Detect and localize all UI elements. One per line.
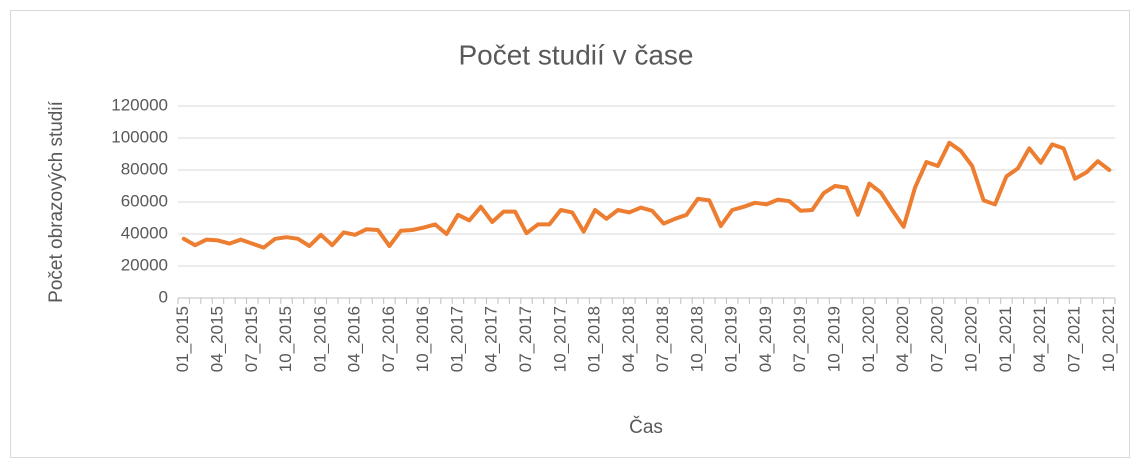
x-tick-label: 04_2019: [756, 306, 775, 372]
x-tick-label: 07_2015: [242, 306, 261, 372]
x-tick-label: 10_2017: [550, 306, 569, 372]
x-tick-label: 01_2019: [722, 306, 741, 372]
x-tick-label: 04_2021: [1030, 306, 1049, 372]
data-line: [181, 140, 1112, 250]
x-tick-label: 01_2018: [585, 306, 604, 372]
x-tick-label: 10_2021: [1099, 306, 1118, 372]
y-axis-title: Počet obrazových studií: [46, 100, 67, 302]
x-tick-label: 04_2018: [619, 306, 638, 372]
x-tick-label: 10_2020: [962, 306, 981, 372]
y-tick-label: 20000: [121, 255, 168, 274]
x-tick-label: 07_2020: [927, 306, 946, 372]
y-tick-label: 100000: [111, 127, 168, 146]
x-tick-label: 04_2017: [482, 306, 501, 372]
x-tick-label: 04_2016: [345, 306, 364, 372]
x-tick-label: 07_2021: [1064, 306, 1083, 372]
y-tick-label: 80000: [121, 159, 168, 178]
x-tick-label: 01_2017: [447, 306, 466, 372]
x-tick-label: 01_2015: [173, 306, 192, 372]
x-tick-label: 07_2019: [790, 306, 809, 372]
x-tick-label: 04_2020: [893, 306, 912, 372]
x-axis-title: Čas: [629, 416, 663, 438]
y-tick-label: 40000: [121, 223, 168, 242]
x-tick-label: 01_2020: [859, 306, 878, 372]
x-tick-label: 07_2016: [379, 306, 398, 372]
x-tick-label: 10_2016: [413, 306, 432, 372]
x-tick-label: 07_2018: [653, 306, 672, 372]
x-tick-label: 01_2021: [996, 306, 1015, 372]
x-tick-label: 01_2016: [310, 306, 329, 372]
x-tick-label: 10_2018: [687, 306, 706, 372]
y-tick-label: 0: [159, 287, 168, 306]
chart-title: Počet studií v čase: [458, 39, 693, 70]
x-tick-label: 04_2015: [207, 306, 226, 372]
y-tick-label: 60000: [121, 191, 168, 210]
x-tick-label: 10_2019: [825, 306, 844, 372]
x-tick-label: 07_2017: [516, 306, 535, 372]
y-tick-label: 120000: [111, 95, 168, 114]
x-tick-label: 10_2015: [276, 306, 295, 372]
